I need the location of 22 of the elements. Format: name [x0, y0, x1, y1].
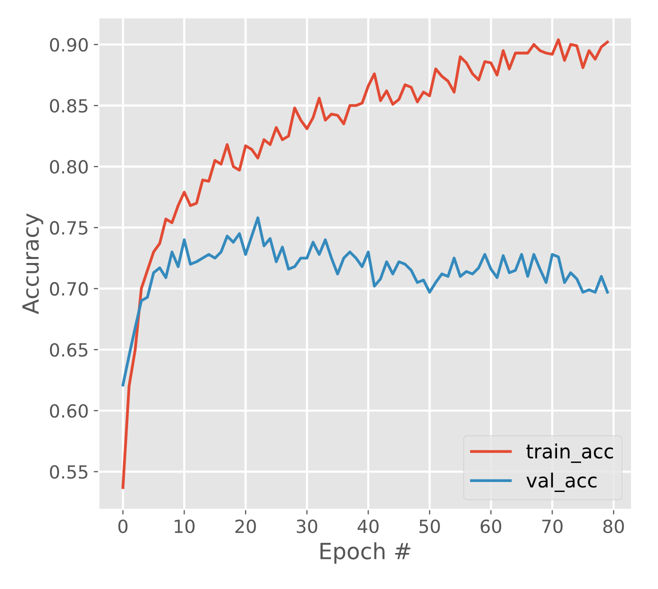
- x-tick-label: 40: [358, 520, 379, 534]
- legend-label: val_acc: [526, 472, 597, 492]
- y-tick-label: 0.65: [50, 343, 88, 357]
- y-tick-label: 0.90: [50, 38, 88, 52]
- y-tick-label: 0.60: [50, 404, 88, 418]
- x-tick-label: 60: [480, 520, 502, 534]
- x-tick-label: 0: [118, 520, 128, 534]
- y-tick-label: 0.75: [50, 221, 88, 235]
- legend-label: train_acc: [526, 444, 613, 463]
- x-tick-label: 30: [296, 520, 318, 534]
- x-tick-label: 70: [542, 520, 563, 534]
- line-series: [122, 216, 609, 386]
- y-tick-label: 0.70: [50, 282, 88, 296]
- x-tick-label: 20: [235, 520, 256, 534]
- x-axis-title: Epoch #: [320, 542, 410, 564]
- y-axis-title: Accuracy: [22, 214, 44, 314]
- x-tick-label: 50: [419, 520, 440, 534]
- y-tick-label: 0.80: [50, 160, 88, 174]
- y-tick-label: 0.55: [50, 465, 88, 479]
- y-tick-label: 0.85: [50, 98, 88, 113]
- x-tick-label: 10: [174, 520, 195, 534]
- x-tick-label: 80: [603, 520, 624, 534]
